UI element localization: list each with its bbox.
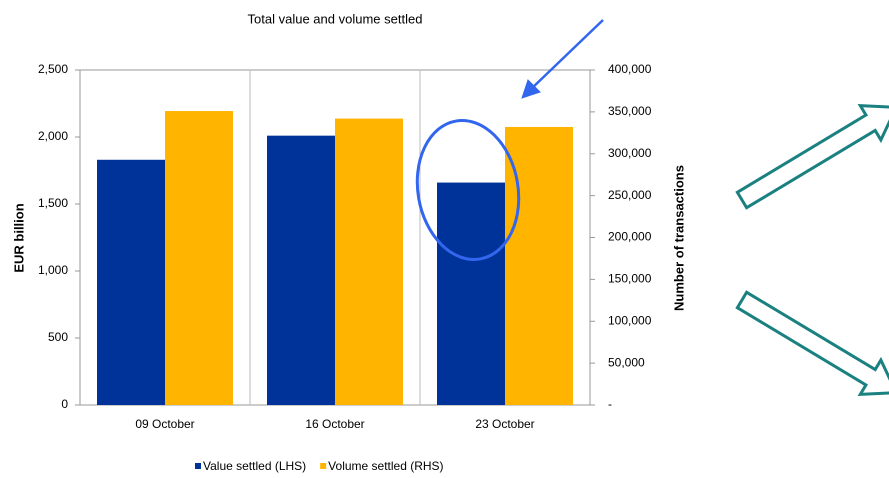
y-axis-label: EUR billion xyxy=(11,203,26,272)
x-tick-label: 23 October xyxy=(475,417,534,431)
y2-tick-label: 300,000 xyxy=(608,146,652,160)
chart-title: Total value and volume settled xyxy=(248,11,423,26)
y-tick-label: 1,500 xyxy=(38,196,68,210)
bar xyxy=(165,111,233,405)
y2-tick-label: 50,000 xyxy=(608,355,645,369)
y2-tick-label: 100,000 xyxy=(608,313,652,327)
legend-swatch xyxy=(195,463,201,469)
y2-tick-label: - xyxy=(608,397,612,411)
highlight-ellipse xyxy=(415,119,521,261)
plot-area: 0 500 1,000 1,500 2,000 2,500 - 50,000 100,000 15… xyxy=(38,62,652,431)
legend-label: Volume settled (RHS) xyxy=(328,459,443,473)
legend-swatch xyxy=(320,463,327,469)
down-arrow xyxy=(735,290,889,397)
y2-tick-label: 400,000 xyxy=(608,62,652,76)
bar xyxy=(267,135,335,405)
y2-tick-label: 150,000 xyxy=(608,272,652,286)
y2-tick-label: 250,000 xyxy=(608,188,652,202)
y2-axis-label: Number of transactions xyxy=(671,165,686,311)
y-tick-label: 0 xyxy=(61,397,68,411)
y-tick-label: 1,000 xyxy=(38,263,68,277)
y-tick-label: 2,500 xyxy=(38,62,68,76)
up-arrow xyxy=(735,103,889,210)
annotation-arrow xyxy=(521,19,604,99)
x-tick-label: 09 October xyxy=(135,417,194,431)
x-tick-label: 16 October xyxy=(305,417,364,431)
bar xyxy=(97,159,165,405)
y-tick-label: 500 xyxy=(48,330,68,344)
bar xyxy=(335,118,403,405)
y2-tick-label: 200,000 xyxy=(608,230,652,244)
legend-label: Value settled (LHS) xyxy=(203,459,306,473)
y-tick-label: 2,000 xyxy=(38,129,68,143)
y2-tick-label: 350,000 xyxy=(608,104,652,118)
bar xyxy=(437,182,505,405)
